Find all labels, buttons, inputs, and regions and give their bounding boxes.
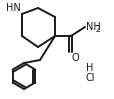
- Text: 2: 2: [95, 24, 100, 33]
- Text: Cl: Cl: [84, 73, 94, 83]
- Text: NH: NH: [85, 22, 100, 32]
- Text: H: H: [86, 63, 93, 73]
- Text: HN: HN: [6, 3, 21, 13]
- Text: O: O: [71, 53, 79, 63]
